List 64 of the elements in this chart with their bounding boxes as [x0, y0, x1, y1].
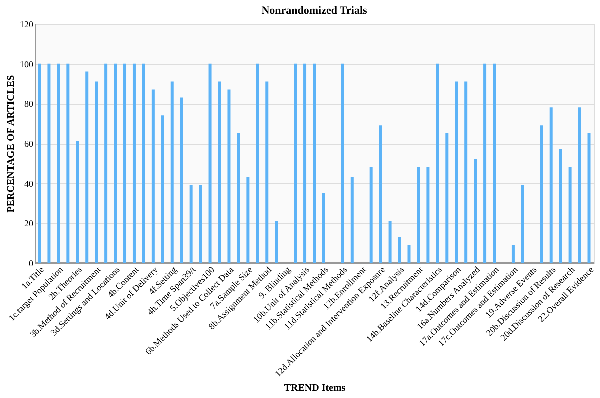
bar: [322, 193, 326, 263]
bar: [512, 245, 515, 263]
bar: [446, 134, 449, 263]
bar: [379, 126, 382, 263]
bar: [350, 177, 354, 263]
bar: [370, 167, 373, 263]
bar: [493, 64, 496, 263]
bar: [104, 64, 108, 263]
bar: [304, 64, 307, 263]
bar: [246, 177, 250, 263]
bar: [190, 185, 193, 263]
chart-title: Nonrandomized Trials: [262, 5, 368, 17]
bar: [95, 82, 98, 263]
y-tick-label: 100: [20, 59, 34, 70]
bar: [218, 82, 222, 263]
bar: [161, 116, 164, 263]
x-axis-title: TREND Items: [284, 382, 346, 394]
bar: [464, 82, 468, 263]
bar: [313, 64, 316, 263]
bar: [170, 82, 174, 263]
bar: [568, 167, 572, 263]
y-tick-label: 40: [24, 178, 34, 189]
y-tick-label: 60: [24, 139, 34, 149]
bar: [76, 142, 80, 263]
bar: [550, 108, 553, 263]
bar: [66, 64, 70, 263]
bar: [275, 221, 278, 263]
y-tick-label: 80: [24, 99, 34, 110]
bar: [559, 149, 562, 263]
y-tick-label: 0: [29, 258, 34, 268]
bar: [228, 90, 231, 263]
bar: [208, 64, 212, 263]
bar: [86, 72, 89, 263]
bar: [38, 64, 42, 263]
bar: [237, 134, 240, 263]
bar: [152, 90, 155, 263]
y-tick-label: 120: [20, 20, 34, 30]
bar: [57, 64, 60, 263]
bar: [436, 64, 440, 263]
y-axis-title: PERCENTAGE OF ARTICLES: [6, 74, 17, 213]
bar: [578, 108, 582, 263]
bar: [124, 64, 127, 263]
bar: [341, 64, 344, 263]
bar: [142, 64, 146, 263]
bar: [180, 98, 184, 263]
bar: [132, 64, 136, 263]
bar: [48, 64, 51, 263]
bar: [455, 82, 458, 263]
bar: [540, 126, 544, 263]
bar: [474, 159, 478, 263]
y-tick-label: 20: [24, 218, 34, 229]
bar: [294, 64, 298, 263]
bar: [408, 245, 411, 263]
bar: [199, 185, 202, 263]
bar: [417, 167, 420, 263]
bar: [426, 167, 430, 263]
bar: [484, 64, 487, 263]
bar: [256, 64, 260, 263]
bar: [388, 221, 392, 263]
bar: [266, 82, 269, 263]
bar: [521, 185, 524, 263]
bar: [588, 134, 591, 263]
bar: [114, 64, 118, 263]
bar: [398, 237, 402, 263]
